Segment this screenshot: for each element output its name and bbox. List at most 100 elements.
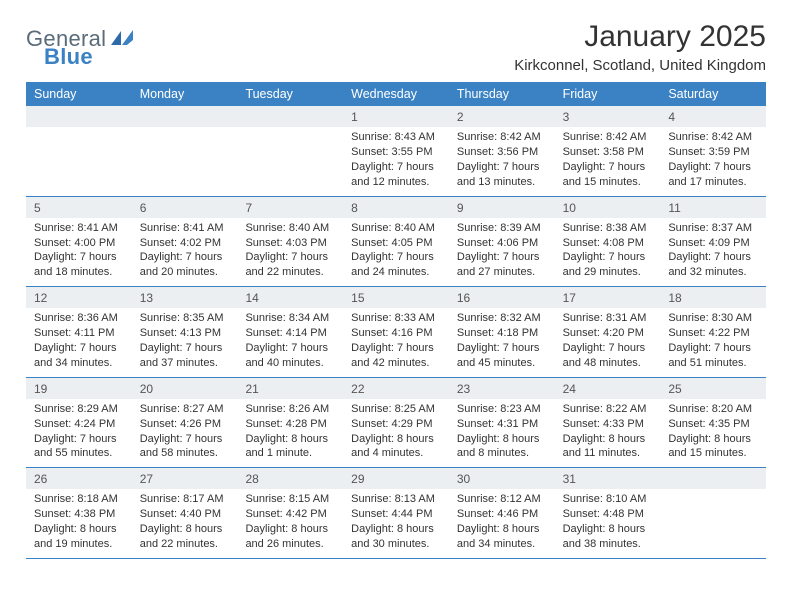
daylight-text: Daylight: 7 hours xyxy=(34,341,124,356)
daylight-text: and 15 minutes. xyxy=(668,446,758,461)
calendar-day-cell: 7Sunrise: 8:40 AMSunset: 4:03 PMDaylight… xyxy=(237,197,343,287)
day-number: 6 xyxy=(132,197,238,218)
day-number: 4 xyxy=(660,106,766,127)
calendar-day-cell: 12Sunrise: 8:36 AMSunset: 4:11 PMDayligh… xyxy=(26,287,132,377)
calendar-day-cell: 21Sunrise: 8:26 AMSunset: 4:28 PMDayligh… xyxy=(237,378,343,468)
calendar-day-cell: 9Sunrise: 8:39 AMSunset: 4:06 PMDaylight… xyxy=(449,197,555,287)
daylight-text: and 8 minutes. xyxy=(457,446,547,461)
sunrise-text: Sunrise: 8:33 AM xyxy=(351,311,441,326)
day-number: . xyxy=(132,106,238,127)
daylight-text: Daylight: 8 hours xyxy=(668,432,758,447)
calendar-day-cell: 23Sunrise: 8:23 AMSunset: 4:31 PMDayligh… xyxy=(449,378,555,468)
calendar-day-cell: . xyxy=(26,106,132,196)
daylight-text: and 17 minutes. xyxy=(668,175,758,190)
day-details: Sunrise: 8:43 AMSunset: 3:55 PMDaylight:… xyxy=(343,127,449,195)
sunset-text: Sunset: 4:29 PM xyxy=(351,417,441,432)
day-details: Sunrise: 8:42 AMSunset: 3:58 PMDaylight:… xyxy=(555,127,661,195)
daylight-text: Daylight: 8 hours xyxy=(563,432,653,447)
sunrise-text: Sunrise: 8:35 AM xyxy=(140,311,230,326)
daylight-text: Daylight: 7 hours xyxy=(245,341,335,356)
day-number: 2 xyxy=(449,106,555,127)
sunset-text: Sunset: 4:14 PM xyxy=(245,326,335,341)
calendar-day-cell: 13 Sunrise: 8:35 AMSunset: 4:13 PMDayligh… xyxy=(132,287,238,377)
day-number: 14 xyxy=(237,287,343,308)
calendar-day-cell: 24Sunrise: 8:22 AMSunset: 4:33 PMDayligh… xyxy=(555,378,661,468)
daylight-text: Daylight: 8 hours xyxy=(245,522,335,537)
title-block: January 2025 Kirkconnel, Scotland, Unite… xyxy=(514,20,766,74)
daylight-text: and 38 minutes. xyxy=(563,537,653,552)
day-details: Sunrise: 8:25 AMSunset: 4:29 PMDaylight:… xyxy=(343,399,449,467)
calendar-day-cell: 28Sunrise: 8:15 AMSunset: 4:42 PMDayligh… xyxy=(237,468,343,558)
daylight-text: and 1 minute. xyxy=(245,446,335,461)
sunrise-text: Sunrise: 8:41 AM xyxy=(34,221,124,236)
daylight-text: and 30 minutes. xyxy=(351,537,441,552)
sunset-text: Sunset: 4:16 PM xyxy=(351,326,441,341)
calendar-week-row: 5Sunrise: 8:41 AMSunset: 4:00 PMDaylight… xyxy=(26,197,766,288)
calendar-day-cell: 16Sunrise: 8:32 AMSunset: 4:18 PMDayligh… xyxy=(449,287,555,377)
daylight-text: Daylight: 7 hours xyxy=(457,160,547,175)
daylight-text: and 13 minutes. xyxy=(457,175,547,190)
day-details: Sunrise: 8:37 AMSunset: 4:09 PMDaylight:… xyxy=(660,218,766,286)
daylight-text: Daylight: 8 hours xyxy=(351,522,441,537)
day-number: 30 xyxy=(449,468,555,489)
day-details: Sunrise: 8:41 AMSunset: 4:00 PMDaylight:… xyxy=(26,218,132,286)
day-number: 8 xyxy=(343,197,449,218)
day-number: 9 xyxy=(449,197,555,218)
day-details: Sunrise: 8:22 AMSunset: 4:33 PMDaylight:… xyxy=(555,399,661,467)
daylight-text: and 34 minutes. xyxy=(34,356,124,371)
calendar-day-cell: 30Sunrise: 8:12 AMSunset: 4:46 PMDayligh… xyxy=(449,468,555,558)
day-number: . xyxy=(26,106,132,127)
sunset-text: Sunset: 4:05 PM xyxy=(351,236,441,251)
calendar-day-cell: . xyxy=(660,468,766,558)
day-details: Sunrise: 8:17 AMSunset: 4:40 PMDaylight:… xyxy=(132,489,238,557)
sunset-text: Sunset: 3:58 PM xyxy=(563,145,653,160)
daylight-text: Daylight: 8 hours xyxy=(563,522,653,537)
day-details: Sunrise: 8:41 AMSunset: 4:02 PMDaylight:… xyxy=(132,218,238,286)
calendar-day-cell: 19Sunrise: 8:29 AMSunset: 4:24 PMDayligh… xyxy=(26,378,132,468)
daylight-text: Daylight: 7 hours xyxy=(140,341,230,356)
daylight-text: and 37 minutes. xyxy=(140,356,230,371)
day-number: 15 xyxy=(343,287,449,308)
day-details: Sunrise: 8:12 AMSunset: 4:46 PMDaylight:… xyxy=(449,489,555,557)
day-number: 13 xyxy=(132,287,238,308)
calendar-page: General Blue January 2025 Kirkconnel, Sc… xyxy=(0,0,792,612)
day-details: Sunrise: 8:31 AMSunset: 4:20 PMDaylight:… xyxy=(555,308,661,376)
day-header-sun: Sunday xyxy=(26,82,132,106)
weeks-container: ...1Sunrise: 8:43 AMSunset: 3:55 PMDayli… xyxy=(26,106,766,559)
sunrise-text: Sunrise: 8:17 AM xyxy=(140,492,230,507)
calendar-day-cell: 17Sunrise: 8:31 AMSunset: 4:20 PMDayligh… xyxy=(555,287,661,377)
sunset-text: Sunset: 4:24 PM xyxy=(34,417,124,432)
day-number: 16 xyxy=(449,287,555,308)
sunrise-text: Sunrise: 8:42 AM xyxy=(668,130,758,145)
page-header: General Blue January 2025 Kirkconnel, Sc… xyxy=(26,20,766,74)
day-header-tue: Tuesday xyxy=(237,82,343,106)
sunrise-text: Sunrise: 8:40 AM xyxy=(351,221,441,236)
day-number: 3 xyxy=(555,106,661,127)
calendar-day-cell: 6Sunrise: 8:41 AMSunset: 4:02 PMDaylight… xyxy=(132,197,238,287)
calendar-week-row: 19Sunrise: 8:29 AMSunset: 4:24 PMDayligh… xyxy=(26,378,766,469)
day-details: Sunrise: 8:30 AMSunset: 4:22 PMDaylight:… xyxy=(660,308,766,376)
sunrise-text: Sunrise: 8:38 AM xyxy=(563,221,653,236)
day-number: 23 xyxy=(449,378,555,399)
daylight-text: and 20 minutes. xyxy=(140,265,230,280)
calendar-header-row: Sunday Monday Tuesday Wednesday Thursday… xyxy=(26,82,766,106)
calendar-day-cell: 11Sunrise: 8:37 AMSunset: 4:09 PMDayligh… xyxy=(660,197,766,287)
sunrise-text: Sunrise: 8:40 AM xyxy=(245,221,335,236)
sunrise-text: Sunrise: 8:27 AM xyxy=(140,402,230,417)
sunrise-text: Sunrise: 8:42 AM xyxy=(457,130,547,145)
daylight-text: Daylight: 7 hours xyxy=(351,160,441,175)
daylight-text: and 26 minutes. xyxy=(245,537,335,552)
sunset-text: Sunset: 4:28 PM xyxy=(245,417,335,432)
day-details: Sunrise: 8:29 AMSunset: 4:24 PMDaylight:… xyxy=(26,399,132,467)
calendar-day-cell: 27Sunrise: 8:17 AMSunset: 4:40 PMDayligh… xyxy=(132,468,238,558)
daylight-text: and 58 minutes. xyxy=(140,446,230,461)
sunrise-text: Sunrise: 8:43 AM xyxy=(351,130,441,145)
sunset-text: Sunset: 4:44 PM xyxy=(351,507,441,522)
day-details: Sunrise: 8:40 AMSunset: 4:05 PMDaylight:… xyxy=(343,218,449,286)
sunrise-text: Sunrise: 8:41 AM xyxy=(140,221,230,236)
location-subtitle: Kirkconnel, Scotland, United Kingdom xyxy=(514,57,766,74)
daylight-text: Daylight: 7 hours xyxy=(34,432,124,447)
calendar-day-cell: 15Sunrise: 8:33 AMSunset: 4:16 PMDayligh… xyxy=(343,287,449,377)
day-details: Sunrise: 8:15 AMSunset: 4:42 PMDaylight:… xyxy=(237,489,343,557)
sunset-text: Sunset: 4:13 PM xyxy=(140,326,230,341)
